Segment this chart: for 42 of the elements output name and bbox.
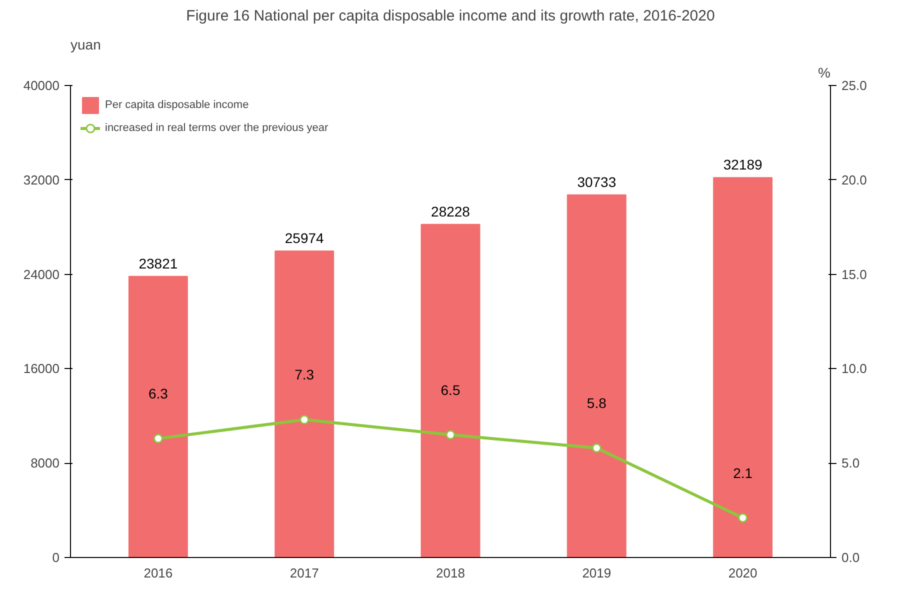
bar	[128, 276, 188, 558]
legend-label: increased in real terms over the previous year	[105, 122, 328, 134]
y-tick-label: 8000	[30, 456, 60, 471]
data-label: 5.8	[586, 394, 607, 411]
x-tick-label: 2019	[582, 566, 612, 580]
point	[592, 443, 602, 453]
x-tick-label: 2020	[728, 566, 758, 580]
point	[738, 513, 748, 523]
bar	[566, 194, 626, 558]
data-label: 6.3	[148, 386, 168, 402]
point	[300, 414, 310, 424]
y-tick-label: 16000	[23, 361, 60, 376]
data-label: 28228	[431, 203, 470, 220]
data-label: 32189	[723, 156, 762, 173]
y-tick-label: 0	[52, 550, 60, 565]
y2-tick-label: 25.0	[842, 78, 867, 93]
data-label: 30733	[577, 174, 616, 190]
chart-title: Figure 16 National per capita disposable income and its growth rate, 2016-2020	[186, 8, 715, 24]
data-label: 2.1	[733, 464, 753, 481]
bar	[713, 177, 773, 558]
y2-axis-title: %	[818, 64, 831, 80]
y-axis-title: yuan	[70, 36, 101, 52]
x-tick-label: 2016	[144, 566, 173, 580]
y2-tick-label: 10.0	[842, 361, 867, 376]
bar	[274, 250, 334, 558]
y2-tick-label: 15.0	[842, 266, 867, 282]
data-label: 23821	[138, 255, 178, 272]
y-tick-label: 24000	[23, 266, 60, 282]
data-label: 7.3	[294, 366, 314, 383]
y2-tick-label: 20.0	[842, 172, 867, 188]
y2-tick-label: 5.0	[842, 456, 860, 471]
data-label: 6.5	[440, 382, 460, 398]
legend-label: Per capita disposable income	[105, 99, 249, 111]
point	[153, 434, 163, 444]
y-tick-label: 32000	[23, 172, 60, 188]
data-label: 25974	[284, 230, 324, 246]
x-tick-label: 2017	[290, 566, 319, 580]
bar	[420, 224, 480, 558]
y-tick-label: 40000	[23, 78, 60, 93]
y2-tick-label: 0.0	[842, 550, 860, 565]
point	[446, 430, 456, 440]
x-tick-label: 2018	[436, 566, 465, 580]
